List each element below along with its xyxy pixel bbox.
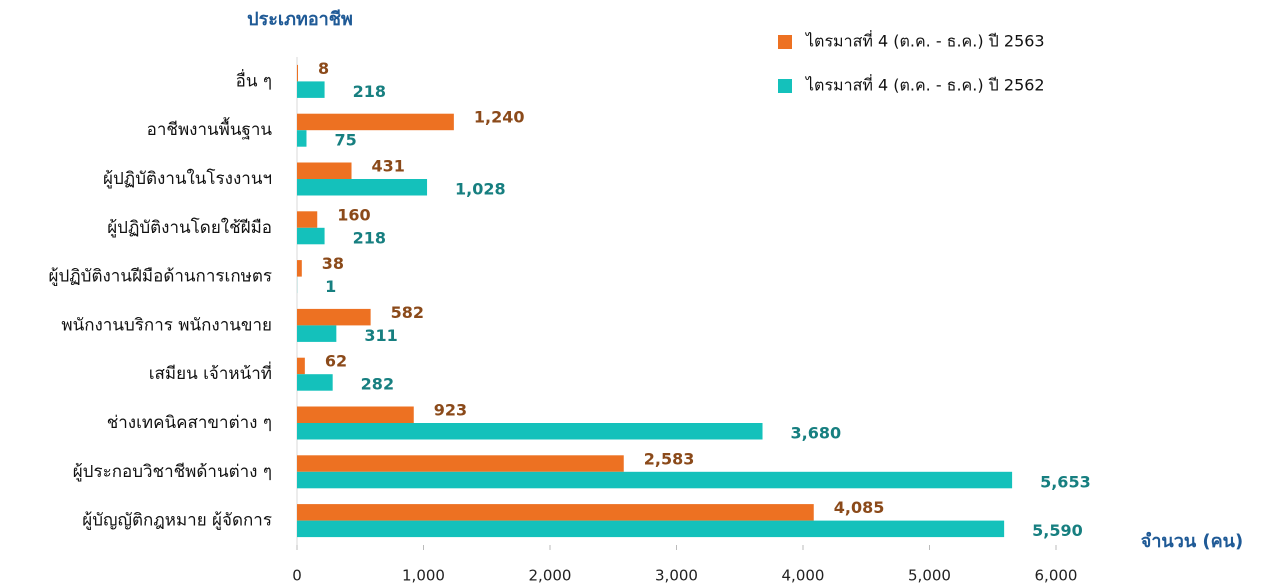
bar bbox=[297, 374, 333, 391]
bar bbox=[297, 325, 337, 342]
value-label: 160 bbox=[337, 205, 370, 224]
value-label: 62 bbox=[325, 352, 347, 371]
x-tick-label: 4,000 bbox=[782, 567, 825, 585]
x-tick-label: 1,000 bbox=[402, 567, 445, 585]
value-label: 1,028 bbox=[455, 180, 506, 199]
bar bbox=[297, 423, 763, 440]
category-label: พนักงานบริการ พนักงานขาย bbox=[61, 315, 272, 335]
x-tick-label: 6,000 bbox=[1035, 567, 1078, 585]
legend-label: ไตรมาสที่ 4 (ต.ค. - ธ.ค.) ปี 2562 bbox=[804, 74, 1045, 95]
bar bbox=[297, 113, 454, 131]
x-tick-label: 5,000 bbox=[908, 567, 951, 585]
category-label: ผู้ปฏิบัติงานฝีมือด้านการเกษตร bbox=[49, 267, 273, 287]
x-tick-label: 2,000 bbox=[529, 567, 572, 585]
value-label: 1 bbox=[325, 277, 336, 296]
category-label: ช่างเทคนิคสาขาต่าง ๆ bbox=[107, 413, 272, 433]
bar bbox=[297, 520, 1005, 538]
value-label: 75 bbox=[334, 131, 356, 150]
bar bbox=[297, 81, 325, 98]
value-label: 8 bbox=[318, 59, 329, 78]
value-label: 311 bbox=[364, 326, 397, 345]
bar bbox=[297, 504, 814, 521]
value-label: 582 bbox=[391, 303, 424, 322]
bar bbox=[297, 179, 428, 196]
value-label: 5,653 bbox=[1040, 472, 1091, 491]
legend-label: ไตรมาสที่ 4 (ต.ค. - ธ.ค.) ปี 2563 bbox=[804, 30, 1045, 51]
value-label: 923 bbox=[434, 401, 467, 420]
category-label: ผู้ปฏิบัติงานในโรงงานฯ bbox=[103, 168, 272, 189]
bar bbox=[297, 357, 305, 375]
value-label: 38 bbox=[322, 254, 344, 273]
value-label: 1,240 bbox=[474, 108, 525, 127]
bar bbox=[297, 455, 624, 472]
legend-swatch bbox=[778, 79, 792, 93]
x-tick-label: 3,000 bbox=[655, 567, 698, 585]
bar bbox=[297, 211, 318, 228]
value-label: 431 bbox=[372, 157, 405, 176]
bar bbox=[297, 64, 299, 82]
value-label: 2,583 bbox=[644, 449, 695, 468]
category-label: ผู้บัญญัติกฎหมาย ผู้จัดการ bbox=[82, 511, 272, 531]
value-label: 282 bbox=[361, 375, 394, 394]
value-label: 218 bbox=[353, 228, 386, 247]
legend-swatch bbox=[778, 35, 792, 49]
category-label: อาชีพงานพื้นฐาน bbox=[147, 117, 273, 140]
bar bbox=[297, 471, 1013, 489]
value-label: 218 bbox=[353, 82, 386, 101]
bar bbox=[297, 130, 307, 147]
value-label: 5,590 bbox=[1032, 521, 1083, 540]
bar bbox=[297, 406, 414, 423]
bar bbox=[297, 227, 325, 245]
x-axis-title: จำนวน (คน) bbox=[1141, 531, 1243, 552]
category-label: เสมียน เจ้าหน้าที่ bbox=[149, 361, 272, 384]
bar bbox=[297, 162, 352, 179]
value-label: 4,085 bbox=[834, 498, 885, 517]
category-label: ผู้ประกอบวิชาชีพด้านต่าง ๆ bbox=[73, 462, 272, 482]
category-label: ผู้ปฏิบัติงานโดยใช้ฝีมือ bbox=[107, 217, 272, 238]
bar bbox=[297, 308, 371, 326]
bar bbox=[297, 260, 302, 277]
value-label: 3,680 bbox=[791, 424, 842, 443]
category-label: อื่น ๆ bbox=[236, 68, 272, 91]
y-axis-title: ประเภทอาชีพ bbox=[247, 9, 353, 30]
x-tick-label: 0 bbox=[292, 567, 302, 585]
